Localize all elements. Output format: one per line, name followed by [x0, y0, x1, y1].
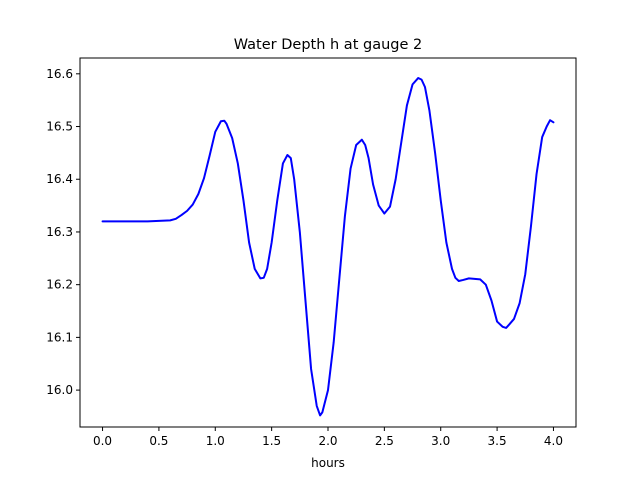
x-tick-label: 1.5: [262, 434, 281, 448]
plot-area: 0.0 0.5 1.0 1.5 2.0 2.5 3.0 3.5 4.0 16.0 16.1 16.2…: [46, 57, 577, 448]
x-tick-label: 3.5: [488, 434, 507, 448]
x-axis-label: hours: [311, 456, 345, 470]
x-tick-label: 3.0: [431, 434, 450, 448]
y-axis: 16.0 16.1 16.2 16.3 16.4 16.5 16.6: [46, 67, 80, 397]
y-tick-label: 16.6: [46, 67, 73, 81]
axes-frame: [79, 57, 577, 428]
y-tick-label: 16.4: [46, 172, 73, 186]
x-axis: 0.0 0.5 1.0 1.5 2.0 2.5 3.0 3.5 4.0: [93, 427, 563, 448]
y-tick-label: 16.3: [46, 225, 73, 239]
y-tick-label: 16.5: [46, 120, 73, 134]
series-line: [101, 77, 555, 417]
x-tick-label: 2.5: [375, 434, 394, 448]
y-tick-label: 16.0: [46, 383, 73, 397]
x-tick-label: 0.5: [149, 434, 168, 448]
x-tick-label: 0.0: [93, 434, 112, 448]
y-tick-label: 16.2: [46, 278, 73, 292]
chart-title: Water Depth h at gauge 2: [234, 37, 422, 53]
x-tick-label: 2.0: [318, 434, 337, 448]
x-tick-label: 4.0: [544, 434, 563, 448]
x-tick-label: 1.0: [206, 434, 225, 448]
y-tick-label: 16.1: [46, 330, 73, 344]
